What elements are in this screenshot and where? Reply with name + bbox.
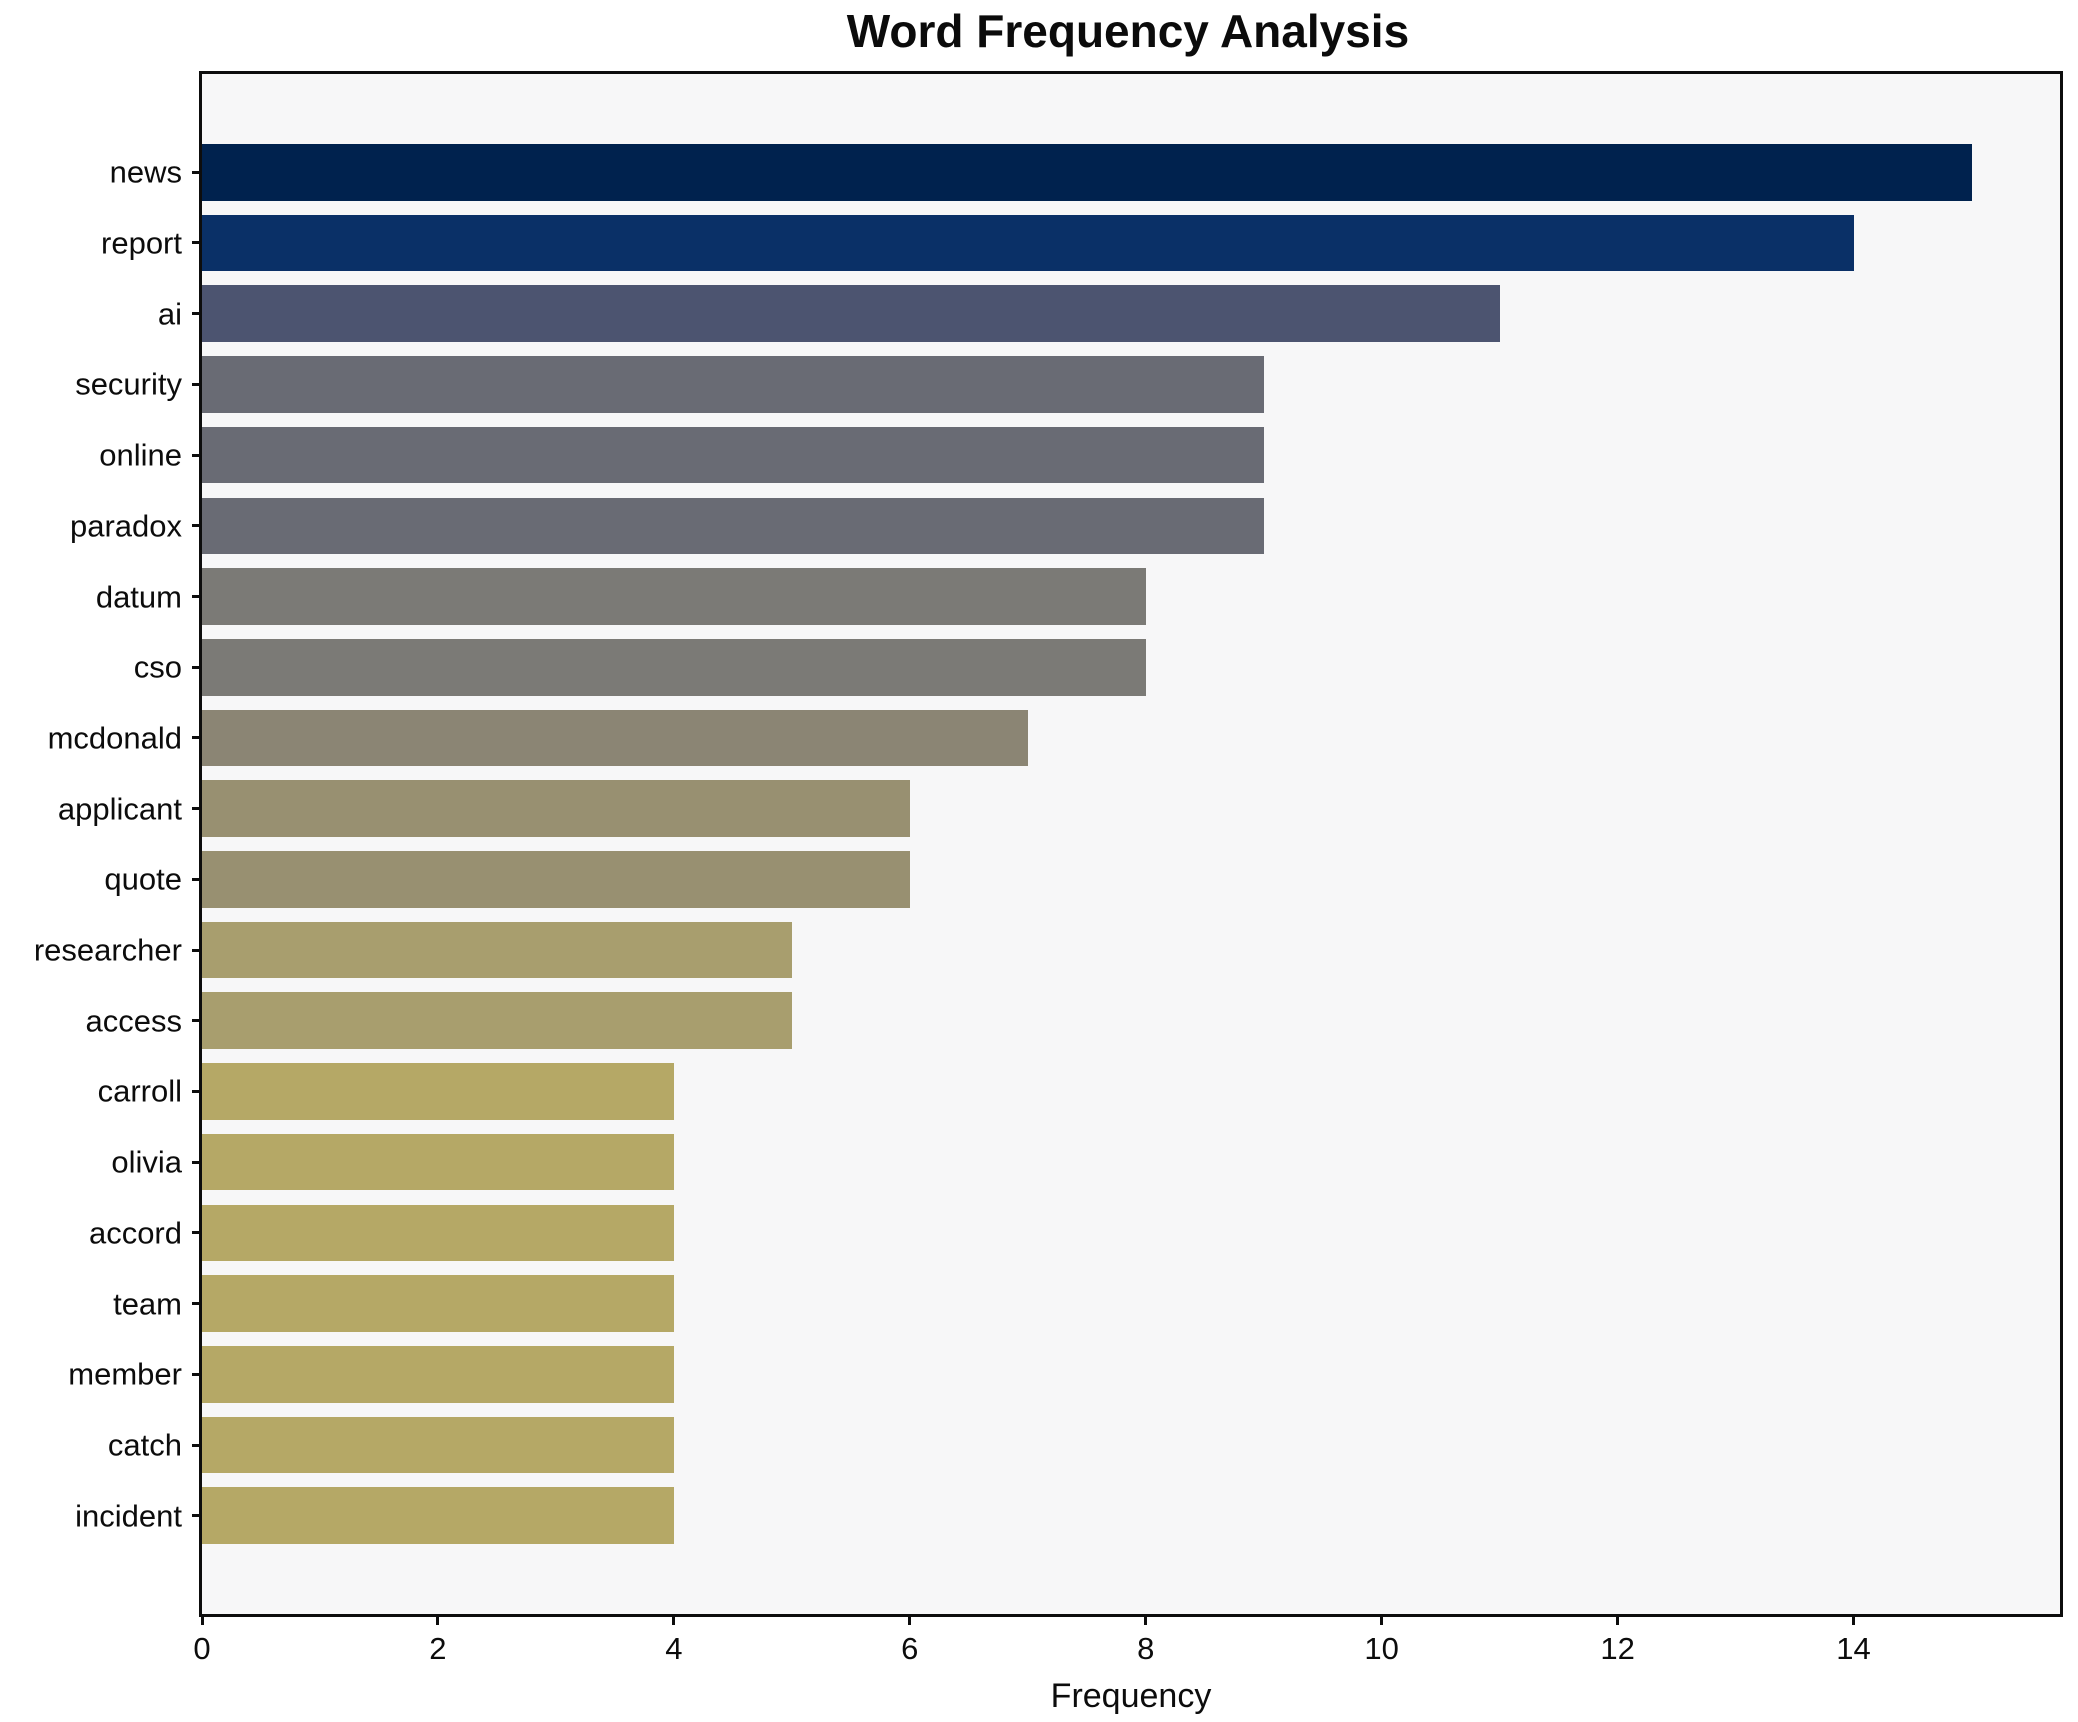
y-axis-label-researcher: researcher xyxy=(33,932,182,968)
y-axis-label-member: member xyxy=(68,1356,182,1392)
y-axis-label-applicant: applicant xyxy=(57,791,182,827)
x-tick xyxy=(436,1614,440,1625)
y-tick xyxy=(192,1372,202,1376)
y-axis-label-incident: incident xyxy=(75,1498,182,1534)
x-tick-label-6: 6 xyxy=(901,1631,919,1666)
y-axis-label-mcdonald: mcdonald xyxy=(47,720,182,756)
y-axis-label-report: report xyxy=(101,225,182,261)
bar-applicant xyxy=(202,780,910,837)
bar-quote xyxy=(202,851,910,908)
y-tick xyxy=(192,877,202,881)
bar-access xyxy=(202,992,792,1050)
x-axis-title: Frequency xyxy=(1050,1677,1212,1715)
x-tick xyxy=(672,1614,676,1625)
y-tick xyxy=(192,241,202,245)
bar-team xyxy=(202,1275,674,1332)
x-tick-label-2: 2 xyxy=(429,1631,447,1666)
y-axis-label-datum: datum xyxy=(95,579,182,615)
y-axis-label-team: team xyxy=(113,1286,182,1322)
y-axis-label-carroll: carroll xyxy=(97,1073,182,1109)
x-tick-label-8: 8 xyxy=(1137,1631,1155,1666)
y-tick xyxy=(192,807,202,811)
y-axis-label-quote: quote xyxy=(104,861,182,897)
y-tick xyxy=(192,1443,202,1447)
bar-catch xyxy=(202,1416,674,1474)
y-tick xyxy=(192,382,202,386)
y-axis-label-access: access xyxy=(85,1003,182,1039)
bar-carroll xyxy=(202,1063,674,1120)
bar-olivia xyxy=(202,1133,674,1191)
y-axis-label-cso: cso xyxy=(133,649,182,685)
bar-mcdonald xyxy=(202,709,1028,767)
bar-researcher xyxy=(202,921,792,979)
y-tick xyxy=(192,665,202,669)
x-tick-label-10: 10 xyxy=(1364,1631,1399,1666)
bar-member xyxy=(202,1346,674,1403)
x-tick xyxy=(200,1614,204,1625)
bar-datum xyxy=(202,568,1146,625)
bar-accord xyxy=(202,1204,674,1262)
x-tick xyxy=(908,1614,912,1625)
y-axis-label-security: security xyxy=(75,366,182,402)
bar-online xyxy=(202,426,1264,484)
y-axis-label-news: news xyxy=(109,154,182,190)
y-axis-label-olivia: olivia xyxy=(111,1144,182,1180)
y-tick xyxy=(192,1231,202,1235)
x-tick xyxy=(1852,1614,1856,1625)
x-tick xyxy=(1616,1614,1620,1625)
y-axis-label-online: online xyxy=(99,437,182,473)
bar-cso xyxy=(202,638,1146,696)
y-tick xyxy=(192,1514,202,1518)
y-axis-label-paradox: paradox xyxy=(69,508,182,544)
y-tick xyxy=(192,736,202,740)
y-tick xyxy=(192,595,202,599)
y-tick xyxy=(192,524,202,528)
y-axis-label-accord: accord xyxy=(88,1215,182,1251)
bar-incident xyxy=(202,1487,674,1544)
y-axis-label-catch: catch xyxy=(107,1427,182,1463)
y-tick xyxy=(192,170,202,174)
plot-area: news report ai security online paradox datum cs… xyxy=(34,71,2063,1715)
y-tick xyxy=(192,948,202,952)
bar-news xyxy=(202,144,1972,201)
x-tick xyxy=(1144,1614,1148,1625)
bar-paradox xyxy=(202,497,1264,555)
bar-security xyxy=(202,356,1264,413)
x-tick xyxy=(1380,1614,1384,1625)
x-tick-label-12: 12 xyxy=(1600,1631,1635,1666)
y-tick xyxy=(192,1089,202,1093)
y-tick xyxy=(192,453,202,457)
x-tick-label-4: 4 xyxy=(665,1631,683,1666)
x-tick-label-14: 14 xyxy=(1836,1631,1871,1666)
y-axis-label-ai: ai xyxy=(157,296,182,332)
chart-title: Word Frequency Analysis xyxy=(846,5,1410,57)
y-tick xyxy=(192,1019,202,1023)
y-tick xyxy=(192,312,202,316)
bar-report xyxy=(202,214,1854,272)
x-tick-label-0: 0 xyxy=(193,1631,211,1666)
y-tick xyxy=(192,1302,202,1306)
bar-ai xyxy=(202,285,1500,342)
y-tick xyxy=(192,1160,202,1164)
